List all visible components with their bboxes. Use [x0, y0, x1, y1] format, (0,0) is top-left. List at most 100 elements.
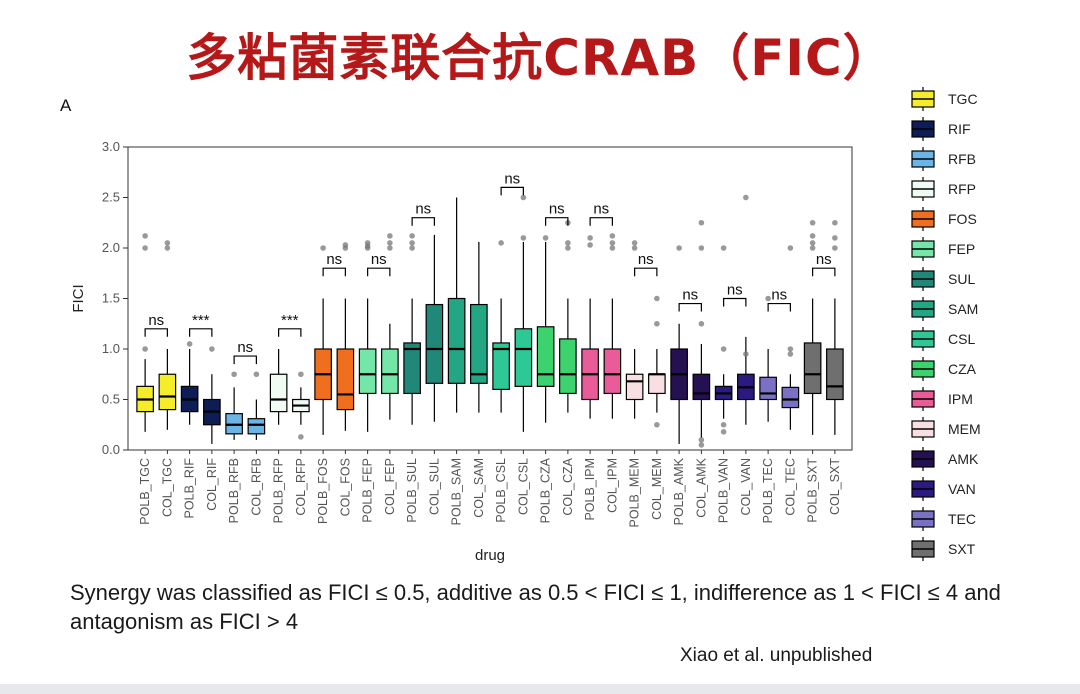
- panel-label: A: [60, 96, 72, 115]
- x-tick-label: POLB_CSL: [494, 458, 508, 523]
- outlier-point: [809, 233, 816, 239]
- box-iqr: [447, 297, 466, 384]
- box-iqr: [403, 342, 421, 395]
- x-tick-label: POLB_VAN: [717, 458, 731, 523]
- outlier-point: [676, 245, 682, 251]
- significance-bracket: ns: [634, 251, 658, 277]
- x-tick-label: COL_IPM: [605, 458, 619, 513]
- legend-item-van: VAN: [911, 477, 976, 501]
- outlier-point: [743, 351, 749, 357]
- significance-bracket: ns: [367, 251, 391, 277]
- bracket-line: [767, 302, 791, 312]
- bracket-line: [411, 217, 435, 226]
- outlier-point: [565, 240, 571, 246]
- x-tick-label: COL_TEC: [783, 458, 797, 516]
- outlier-point: [186, 341, 193, 347]
- outlier-point: [698, 437, 705, 443]
- x-tick-label: POLB_SXT: [806, 458, 820, 523]
- x-tick-label: COL_AMK: [694, 457, 708, 517]
- significance-bracket: ns: [144, 312, 168, 337]
- outlier-point: [587, 242, 593, 248]
- legend-label: CZA: [948, 361, 977, 377]
- legend-item-fep: FEP: [911, 237, 975, 261]
- x-tick-label: COL_SAM: [472, 458, 486, 518]
- outlier-point: [631, 245, 638, 251]
- box-iqr: [381, 348, 399, 395]
- legend-item-rfp: RFP: [911, 177, 976, 201]
- legend-label: SXT: [948, 541, 976, 557]
- outlier-point: [587, 235, 593, 241]
- box-iqr: [781, 386, 800, 409]
- significance-label: ns: [638, 251, 654, 268]
- outlier-point: [231, 371, 237, 378]
- y-axis-label: FICI: [70, 284, 87, 312]
- box-iqr: [336, 348, 355, 411]
- legend-label: RIF: [948, 121, 971, 137]
- outlier-point: [787, 245, 794, 251]
- outlier-point: [609, 233, 616, 239]
- legend-label: VAN: [948, 481, 976, 497]
- significance-label: ns: [549, 201, 565, 218]
- significance-bracket: ns: [678, 287, 702, 312]
- box-POLB_IPM: [581, 235, 599, 419]
- outlier-point: [832, 235, 838, 241]
- x-tick-label: COL_FEP: [383, 458, 397, 515]
- box-COL_RFB: [247, 371, 266, 440]
- outlier-point: [164, 245, 171, 251]
- bracket-line: [367, 267, 391, 277]
- x-tick-label: POLB_SUL: [405, 458, 419, 523]
- box-COL_RFP: [292, 371, 310, 440]
- outlier-point: [698, 442, 705, 448]
- outlier-point: [409, 233, 415, 239]
- box-iqr: [625, 373, 644, 401]
- x-tick-label: POLB_RIF: [183, 458, 197, 519]
- significance-bracket: ***: [189, 312, 213, 337]
- y-tick-label: 1.5: [102, 291, 120, 306]
- x-tick-label: COL_CSL: [516, 458, 530, 515]
- box-COL_SXT: [826, 219, 844, 435]
- x-tick-label: POLB_CZA: [539, 457, 553, 523]
- outlier-point: [720, 346, 727, 352]
- box-iqr: [358, 348, 377, 395]
- outlier-point: [342, 242, 349, 248]
- box-POLB_FOS: [314, 245, 332, 435]
- x-tick-label: POLB_TGC: [138, 458, 152, 525]
- box-iqr: [803, 342, 822, 395]
- box-COL_SUL: [425, 234, 444, 422]
- outlier-point: [520, 194, 527, 201]
- box-POLB_TGC: [136, 233, 154, 432]
- legend-item-csl: CSL: [911, 327, 975, 351]
- outlier-point: [164, 240, 171, 246]
- x-tick-label: COL_SXT: [828, 458, 842, 515]
- y-tick-label: 0.5: [102, 392, 120, 407]
- x-tick-label: COL_FOS: [338, 458, 352, 516]
- legend-item-tgc: TGC: [911, 87, 978, 111]
- x-tick-label: COL_MEM: [650, 458, 664, 520]
- x-tick-label: POLB_SAM: [450, 458, 464, 525]
- significance-bracket: ns: [500, 170, 524, 196]
- outlier-point: [542, 235, 549, 241]
- outlier-point: [654, 421, 660, 428]
- box-COL_IPM: [603, 233, 622, 419]
- x-tick-label: COL_VAN: [739, 458, 753, 515]
- y-tick-label: 3.0: [102, 139, 120, 154]
- legend-item-sam: SAM: [911, 297, 978, 321]
- significance-bracket: ns: [233, 339, 257, 365]
- outlier-point: [565, 245, 571, 251]
- significance-label: ns: [771, 287, 787, 304]
- outlier-point: [720, 245, 727, 251]
- x-tick-label: POLB_FOS: [316, 458, 330, 524]
- legend-item-sxt: SXT: [911, 537, 976, 561]
- outlier-point: [698, 245, 705, 251]
- legend-item-amk: AMK: [911, 447, 979, 471]
- box-iqr: [536, 326, 555, 387]
- legend-label: MEM: [948, 421, 981, 437]
- x-tick-label: COL_SUL: [427, 458, 441, 515]
- box-COL_FEP: [381, 233, 399, 420]
- outlier-point: [832, 245, 838, 251]
- significance-label: ns: [504, 170, 520, 187]
- box-POLB_SUL: [403, 233, 421, 425]
- significance-bracket: ns: [589, 201, 613, 226]
- outlier-point: [809, 245, 816, 251]
